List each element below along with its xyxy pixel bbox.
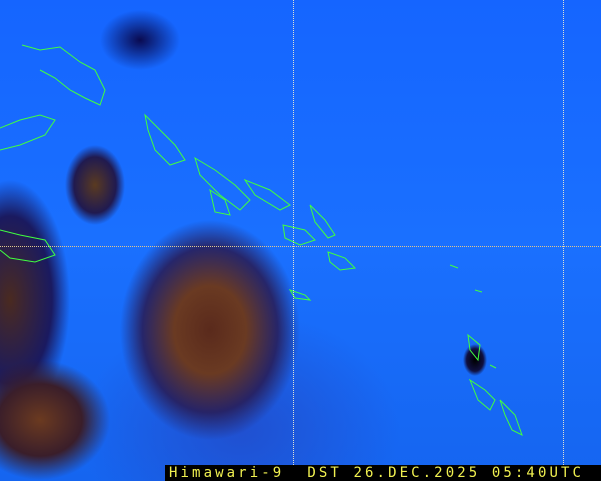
satellite-name: Himawari-9 xyxy=(169,465,285,481)
coastline-makira xyxy=(327,251,357,271)
date: 26.DEC.2025 xyxy=(353,465,481,481)
coastline-vanuatu-south xyxy=(499,399,523,436)
coastline-vanuatu xyxy=(468,378,496,411)
product-name: DST xyxy=(307,465,342,481)
latitude-gridline xyxy=(0,246,601,247)
image-caption: Himawari-9 DST 26.DEC.2025 05:40UTC xyxy=(165,465,601,481)
coastline-west xyxy=(0,114,56,151)
coastline-new-georgia xyxy=(209,188,231,216)
longitude-gridline xyxy=(563,0,564,481)
coastline-islets xyxy=(449,264,497,369)
longitude-gridline xyxy=(293,0,294,481)
coastline-malaita xyxy=(309,204,336,239)
coastline-santa-isabel xyxy=(243,178,291,211)
coastline-vanuatu-north xyxy=(467,333,481,362)
coastline-guadalcanal xyxy=(282,224,316,246)
coastline-bougainville xyxy=(144,113,186,166)
coastline-choiseul xyxy=(194,156,251,211)
time: 05:40UTC xyxy=(491,465,585,481)
coastline-new-guinea xyxy=(21,44,106,106)
coastline-png-south xyxy=(0,229,56,263)
